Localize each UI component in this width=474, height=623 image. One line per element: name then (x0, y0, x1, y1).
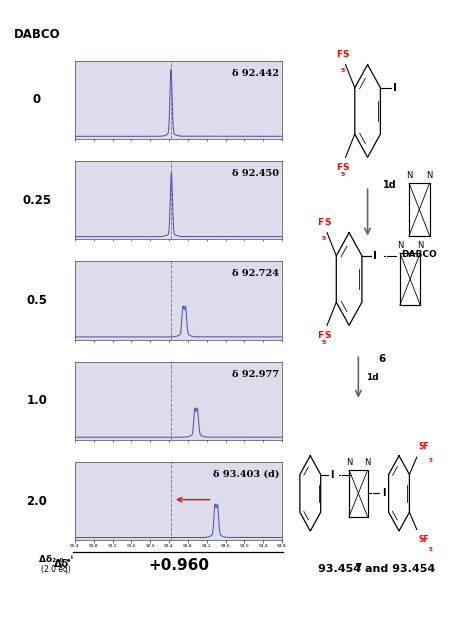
Text: DABCO: DABCO (401, 250, 437, 259)
Text: 0: 0 (33, 93, 41, 107)
Text: 6: 6 (379, 354, 386, 364)
Text: 5: 5 (322, 340, 326, 345)
Text: N: N (406, 171, 412, 181)
Text: Δδ₂.₀ ₑⁱ: Δδ₂.₀ ₑⁱ (39, 554, 73, 564)
Text: 7: 7 (355, 563, 362, 573)
Text: Δδ: Δδ (54, 559, 69, 569)
Text: F: F (317, 218, 323, 227)
Text: F: F (336, 50, 342, 59)
Text: S: S (324, 218, 331, 227)
Text: δ 93.403 (d): δ 93.403 (d) (212, 470, 279, 479)
Text: δ 92.450: δ 92.450 (232, 169, 279, 178)
Text: 5: 5 (429, 547, 433, 552)
Text: I: I (330, 470, 333, 480)
Text: DABCO: DABCO (13, 28, 60, 41)
Text: S: S (343, 163, 349, 172)
Text: 1d: 1d (366, 373, 378, 382)
Text: 1d: 1d (383, 181, 397, 191)
Text: 0.25: 0.25 (22, 194, 51, 207)
Text: 2.0: 2.0 (26, 495, 47, 508)
Text: N: N (365, 459, 371, 467)
Text: SF: SF (419, 535, 429, 545)
Text: 1.0: 1.0 (26, 394, 47, 407)
Text: I: I (383, 488, 386, 498)
Text: S: S (324, 331, 331, 340)
Text: S: S (343, 50, 349, 59)
Text: F: F (317, 331, 323, 340)
Text: (2.0 eq): (2.0 eq) (41, 565, 71, 574)
Text: 93.454 and 93.454: 93.454 and 93.454 (318, 564, 436, 574)
Text: N: N (426, 171, 433, 181)
Text: SF: SF (419, 442, 429, 451)
Text: 5: 5 (322, 235, 326, 240)
Text: I: I (373, 251, 377, 261)
Text: N: N (397, 241, 403, 250)
Text: N: N (417, 241, 423, 250)
Text: δ 92.724: δ 92.724 (232, 269, 279, 278)
Text: δ 92.442: δ 92.442 (232, 69, 279, 78)
Text: +0.960: +0.960 (148, 558, 209, 573)
Text: 0.5: 0.5 (26, 294, 47, 307)
Text: I: I (393, 83, 397, 93)
Text: δ 92.977: δ 92.977 (232, 369, 279, 379)
Text: N: N (346, 459, 352, 467)
Text: 5: 5 (340, 67, 345, 72)
Text: F: F (336, 163, 342, 172)
Text: 5: 5 (429, 458, 433, 463)
Text: 5: 5 (340, 172, 345, 177)
